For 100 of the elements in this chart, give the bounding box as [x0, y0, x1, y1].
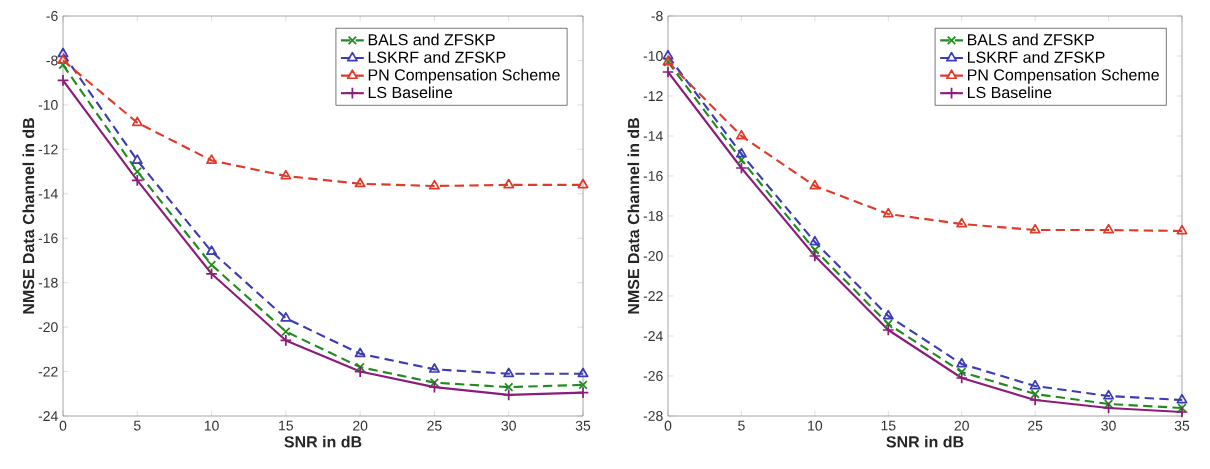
- point: [808, 249, 822, 263]
- x-axis-title: SNR in dB: [886, 435, 964, 448]
- y-tick-label: -24: [38, 411, 58, 421]
- x-tick-label: 10: [808, 420, 823, 431]
- point: [132, 166, 142, 177]
- point: [57, 54, 69, 64]
- point: [58, 60, 68, 70]
- point: [661, 65, 675, 79]
- y-tick-label: -22: [643, 291, 663, 301]
- point: [883, 319, 893, 329]
- point: [882, 207, 894, 218]
- x-axis-title: SNR in dB: [284, 435, 362, 448]
- point: [1030, 389, 1040, 399]
- point: [576, 386, 590, 399]
- point: [955, 371, 968, 385]
- y-tick-label: -12: [38, 144, 58, 155]
- point: [1029, 223, 1041, 234]
- y-tick-label: -8: [651, 11, 663, 21]
- point: [131, 154, 143, 164]
- x-tick-label: 5: [738, 420, 745, 431]
- point: [428, 380, 441, 394]
- legend-label: LSKRF and ZFSKP: [967, 51, 1105, 63]
- point: [355, 362, 365, 372]
- point: [56, 74, 70, 87]
- point: [735, 147, 747, 158]
- point: [280, 169, 292, 180]
- point: [206, 260, 217, 270]
- x-tick-label: 15: [881, 420, 896, 431]
- point: [809, 179, 821, 190]
- point: [279, 334, 293, 347]
- y-axis-title: NMSE Data Channel in dB: [627, 118, 640, 314]
- point: [504, 382, 514, 392]
- y-tick-label: -18: [643, 211, 663, 221]
- point: [578, 380, 588, 390]
- point: [353, 365, 367, 378]
- point: [957, 367, 967, 377]
- point: [577, 367, 589, 378]
- y-axis-title: NMSE Data Channel in dB: [22, 118, 35, 314]
- point: [882, 309, 894, 320]
- x-tick-label: 15: [279, 420, 294, 431]
- point: [205, 267, 218, 280]
- point: [1103, 399, 1114, 409]
- y-tick-label: -24: [643, 331, 663, 341]
- x-tick-label: 30: [501, 420, 516, 431]
- point: [736, 155, 747, 165]
- y-tick-label: -16: [643, 171, 663, 181]
- y-tick-label: -14: [643, 131, 663, 141]
- x-tick-label: 0: [59, 420, 67, 431]
- point: [882, 323, 895, 337]
- x-tick-label: 25: [427, 420, 442, 431]
- x-tick-label: 10: [204, 420, 219, 431]
- x-tick-label: 20: [954, 420, 969, 431]
- legend-label: BALS and ZFSKP: [967, 33, 1094, 46]
- y-tick-label: -10: [38, 99, 58, 110]
- point: [577, 178, 589, 189]
- point: [280, 312, 292, 322]
- point: [1177, 403, 1187, 413]
- x-tick-label: 35: [575, 420, 591, 431]
- x-tick-label: 20: [353, 420, 368, 431]
- point: [1176, 224, 1188, 235]
- point: [502, 388, 515, 402]
- point: [956, 357, 968, 368]
- y-tick-label: -28: [643, 411, 663, 421]
- point: [1175, 405, 1189, 419]
- y-tick-label: -22: [38, 366, 58, 377]
- point: [956, 217, 968, 228]
- point: [428, 179, 440, 190]
- point: [281, 326, 291, 337]
- point: [1103, 223, 1115, 234]
- x-tick-label: 5: [133, 420, 141, 431]
- point: [1028, 393, 1042, 407]
- legend-label: LSKRF and ZFSKP: [368, 51, 506, 63]
- y-tick-label: -26: [643, 371, 663, 381]
- y-tick-label: -14: [38, 188, 58, 199]
- point: [735, 161, 748, 175]
- legend-label: PN Compensation Scheme: [967, 68, 1159, 84]
- y-tick-label: -20: [643, 251, 663, 261]
- y-tick-label: -8: [46, 55, 58, 66]
- point: [131, 174, 144, 187]
- point: [354, 347, 366, 358]
- y-tick-label: -6: [46, 11, 58, 21]
- y-tick-label: -20: [38, 322, 58, 333]
- point: [503, 367, 515, 378]
- point: [1103, 389, 1115, 400]
- x-tick-label: 0: [664, 420, 672, 431]
- point: [1176, 393, 1188, 404]
- legend-label: LS Baseline: [967, 86, 1052, 99]
- point: [662, 49, 674, 60]
- point: [206, 245, 218, 256]
- legend-label: LS Baseline: [368, 86, 453, 99]
- x-tick-label: 25: [1028, 420, 1043, 431]
- point: [429, 378, 440, 388]
- point: [354, 177, 366, 188]
- point: [57, 47, 69, 58]
- point: [206, 154, 218, 164]
- x-tick-label: 35: [1174, 420, 1190, 431]
- y-tick-label: -10: [643, 51, 663, 61]
- legend-label: PN Compensation Scheme: [368, 68, 560, 84]
- point: [1029, 379, 1041, 390]
- point: [131, 116, 143, 127]
